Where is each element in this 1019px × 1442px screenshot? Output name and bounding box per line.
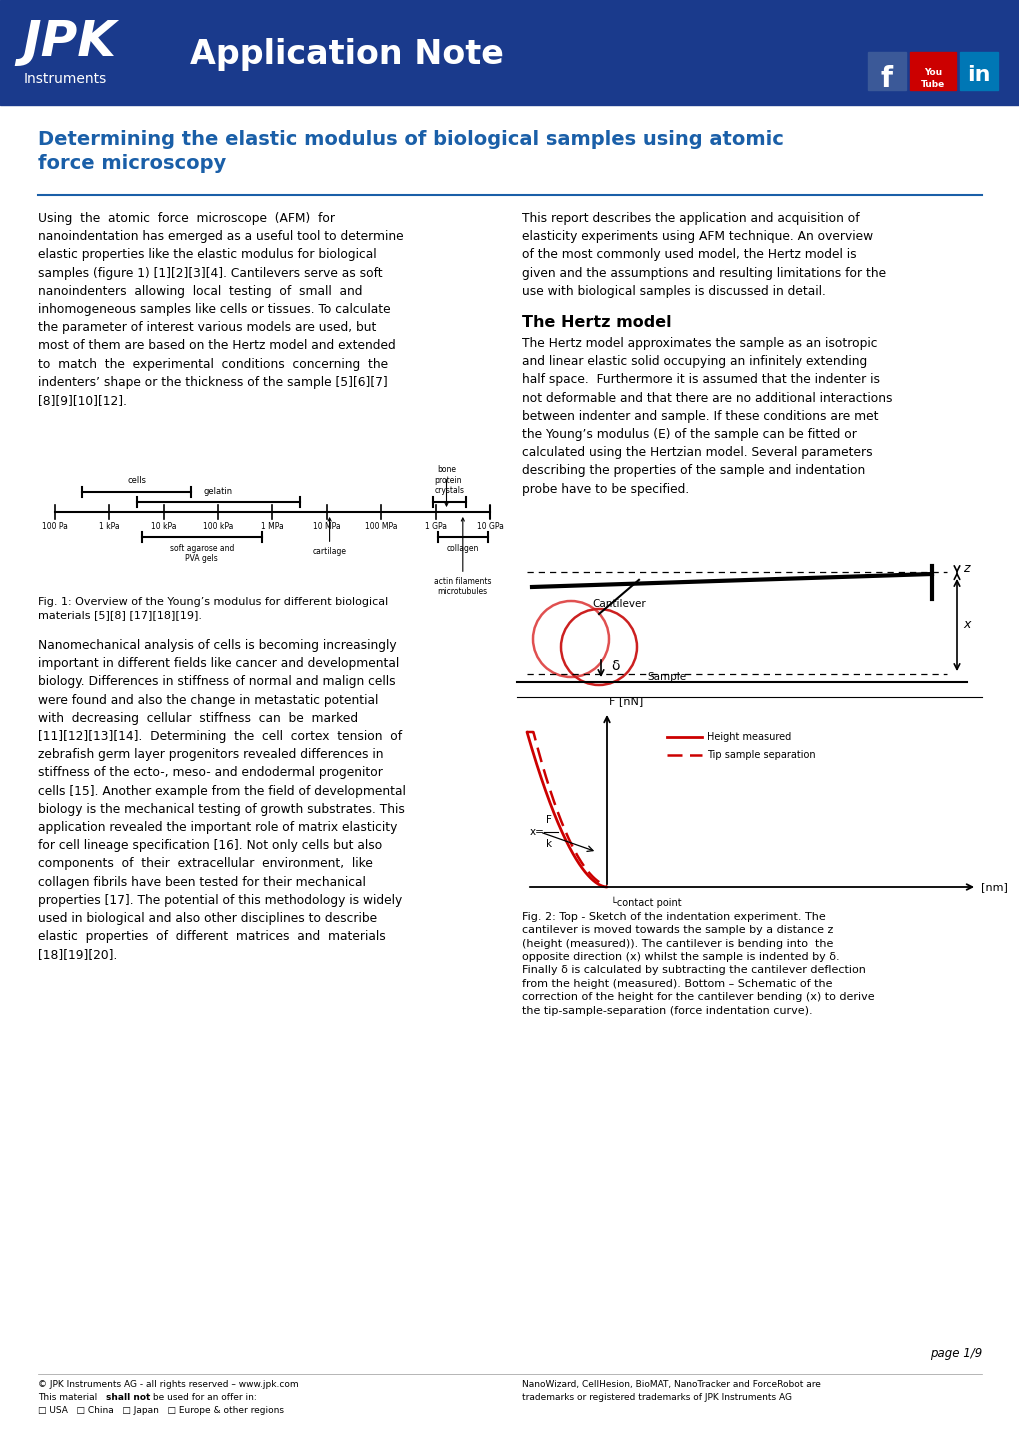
Text: F: F	[545, 815, 551, 825]
Text: 100 kPa: 100 kPa	[203, 522, 233, 531]
Text: δ: δ	[610, 659, 619, 673]
Text: 10 GPa: 10 GPa	[476, 522, 503, 531]
Text: └contact point: └contact point	[610, 897, 681, 908]
Text: page 1/9: page 1/9	[929, 1347, 981, 1360]
Bar	[959, 52, 997, 89]
Text: © JPK Instruments AG - all rights reserved – www.jpk.com: © JPK Instruments AG - all rights reserv…	[38, 1380, 299, 1389]
Bar	[0, 0, 1019, 105]
Text: shall not: shall not	[106, 1393, 150, 1402]
Text: x=: x=	[530, 828, 544, 836]
Text: Fig. 2: Top - Sketch of the indentation experiment. The
cantilever is moved towa: Fig. 2: Top - Sketch of the indentation …	[522, 911, 873, 1015]
Text: f: f	[880, 65, 893, 92]
Text: collagen: collagen	[446, 544, 479, 552]
Bar	[909, 52, 955, 89]
Text: Application Note: Application Note	[190, 37, 503, 71]
Text: Fig. 1: Overview of the Young’s modulus for different biological
materials [5][8: Fig. 1: Overview of the Young’s modulus …	[38, 597, 388, 620]
Text: Tube: Tube	[920, 79, 945, 89]
Text: cartilage: cartilage	[312, 518, 346, 557]
Text: Instruments: Instruments	[24, 72, 107, 87]
Text: Determining the elastic modulus of biological samples using atomic
force microsc: Determining the elastic modulus of biolo…	[38, 130, 784, 173]
Text: The Hertz model: The Hertz model	[522, 314, 671, 330]
Text: cells: cells	[127, 476, 146, 485]
Text: 10 kPa: 10 kPa	[151, 522, 176, 531]
Text: k: k	[545, 839, 551, 849]
Text: 1 MPa: 1 MPa	[261, 522, 283, 531]
Text: Nanomechanical analysis of cells is becoming increasingly
important in different: Nanomechanical analysis of cells is beco…	[38, 639, 406, 962]
Text: be used for an offer in:: be used for an offer in:	[150, 1393, 257, 1402]
Text: Using  the  atomic  force  microscope  (AFM)  for
nanoindentation has emerged as: Using the atomic force microscope (AFM) …	[38, 212, 404, 407]
Text: Sample: Sample	[646, 672, 686, 682]
Text: □ USA   □ China   □ Japan   □ Europe & other regions: □ USA □ China □ Japan □ Europe & other r…	[38, 1406, 283, 1415]
Text: [nm]: [nm]	[980, 883, 1007, 893]
Text: JPK: JPK	[22, 17, 116, 66]
Bar	[867, 52, 905, 89]
Text: gelatin: gelatin	[204, 487, 232, 496]
Text: This report describes the application and acquisition of
elasticity experiments : This report describes the application an…	[522, 212, 886, 298]
Text: F [nN]: F [nN]	[608, 696, 643, 707]
Text: 100 MPa: 100 MPa	[365, 522, 397, 531]
Text: Height measured: Height measured	[706, 733, 791, 743]
Text: NanoWizard, CellHesion, BioMAT, NanoTracker and ForceRobot are
trademarks or reg: NanoWizard, CellHesion, BioMAT, NanoTrac…	[522, 1380, 820, 1402]
Text: soft agarose and
PVA gels: soft agarose and PVA gels	[169, 544, 233, 564]
Text: 100 Pa: 100 Pa	[42, 522, 68, 531]
Text: This material: This material	[38, 1393, 100, 1402]
Text: Cantilever: Cantilever	[591, 598, 645, 609]
Text: The Hertz model approximates the sample as an isotropic
and linear elastic solid: The Hertz model approximates the sample …	[522, 337, 892, 496]
Text: bone: bone	[436, 464, 455, 506]
Text: protein
crystals: protein crystals	[434, 476, 465, 495]
Text: 1 GPa: 1 GPa	[424, 522, 446, 531]
Text: Tip sample separation: Tip sample separation	[706, 750, 815, 760]
Text: x: x	[962, 619, 969, 632]
Text: actin filaments
microtubules: actin filaments microtubules	[434, 518, 491, 597]
Text: 1 kPa: 1 kPa	[99, 522, 119, 531]
Text: z: z	[962, 562, 968, 575]
Text: in: in	[966, 65, 989, 85]
Text: You: You	[923, 68, 942, 76]
Text: 10 MPa: 10 MPa	[313, 522, 340, 531]
